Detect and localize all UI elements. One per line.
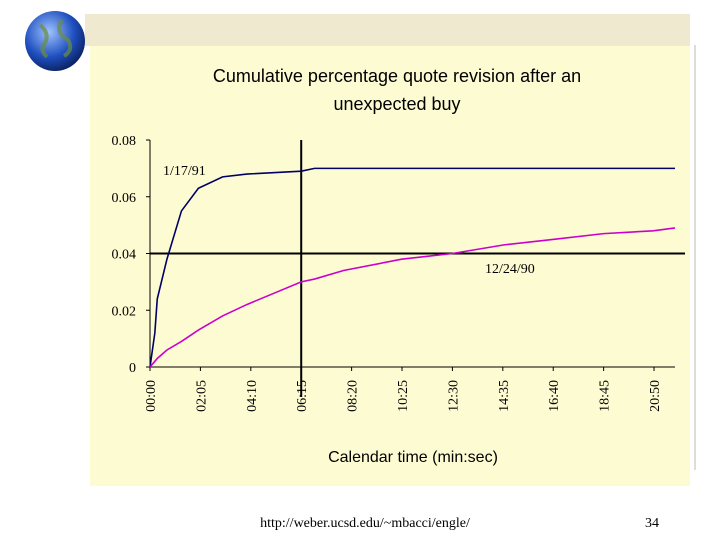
x-tick-label: 04:10 bbox=[245, 380, 260, 412]
y-tick-label: 0.02 bbox=[112, 304, 137, 319]
x-axis-label: Calendar time (min:sec) bbox=[328, 449, 498, 466]
x-tick-label: 20:50 bbox=[648, 380, 663, 412]
x-tick-label: 12:30 bbox=[446, 380, 461, 412]
series-label: 12/24/90 bbox=[485, 262, 535, 277]
x-tick-label: 02:05 bbox=[194, 380, 209, 412]
y-tick-label: 0 bbox=[129, 361, 136, 376]
series-label: 1/17/91 bbox=[163, 164, 206, 179]
y-tick-label: 0.08 bbox=[112, 134, 137, 149]
x-tick-label: 00:00 bbox=[144, 380, 159, 412]
page-number: 34 bbox=[645, 516, 659, 531]
y-tick-label: 0.04 bbox=[112, 248, 137, 263]
x-tick-label: 16:40 bbox=[547, 380, 562, 412]
x-tick-label: 10:25 bbox=[396, 380, 411, 412]
chart-title: Cumulative percentage quote revision aft… bbox=[213, 66, 581, 114]
series-line bbox=[149, 167, 675, 368]
x-tick-label: 14:35 bbox=[497, 380, 512, 412]
globe-icon bbox=[25, 11, 85, 71]
y-tick-label: 0.06 bbox=[112, 191, 137, 206]
footer-url: http://weber.ucsd.edu/~mbacci/engle/ bbox=[260, 516, 470, 531]
header-strip bbox=[85, 14, 690, 46]
series-line bbox=[149, 227, 676, 368]
x-tick-label: 08:20 bbox=[346, 380, 361, 412]
x-tick-label: 18:45 bbox=[598, 380, 613, 412]
x-tick-label: 06:15 bbox=[295, 380, 310, 412]
chart-area bbox=[90, 46, 690, 486]
globe-land bbox=[38, 18, 73, 59]
